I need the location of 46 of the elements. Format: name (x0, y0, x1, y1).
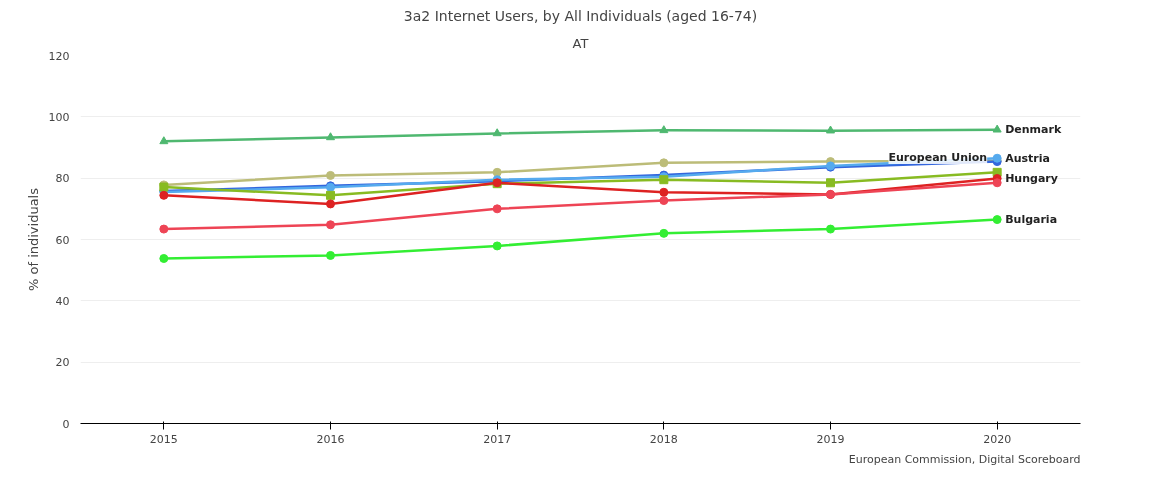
chart-title: 3a2 Internet Users, by All Individuals (aged 16-74) (403, 7, 758, 24)
point (326, 220, 335, 230)
x-tick-label: 2020 (983, 432, 1012, 446)
y-tick-label: 20 (55, 356, 70, 370)
x-tick-label: 2017 (483, 432, 512, 446)
point (326, 132, 335, 141)
x-tick-label: 2019 (816, 432, 845, 446)
point (159, 254, 169, 264)
series-label: Austria (1005, 151, 1050, 165)
x-tick-label: 2016 (316, 432, 345, 446)
point (492, 167, 502, 177)
point (826, 178, 835, 188)
point (826, 224, 835, 234)
series-label: Denmark (1005, 123, 1062, 137)
y-tick-label: 40 (55, 294, 70, 308)
point (659, 125, 669, 134)
x-tick-label: 2018 (649, 432, 678, 446)
y-tick-label: 80 (55, 172, 70, 186)
y-tick-label: 120 (48, 49, 70, 63)
series-label: Bulgaria (1005, 213, 1058, 227)
y-tick-label: 60 (55, 233, 70, 247)
point (826, 125, 835, 134)
point (992, 124, 1002, 133)
point (159, 136, 169, 145)
point (659, 196, 669, 206)
point (159, 224, 169, 234)
point (492, 128, 502, 137)
point (992, 215, 1002, 225)
point (659, 158, 669, 168)
point (326, 170, 335, 180)
point (659, 187, 669, 197)
point (492, 204, 502, 214)
series-label: European Union (888, 151, 988, 165)
y-axis-title: % of individuals (25, 187, 41, 291)
point (659, 228, 669, 238)
text: European Commission, Digital Scoreboard (848, 452, 1081, 466)
point (326, 250, 335, 260)
y-tick-label: 100 (48, 110, 70, 124)
point (326, 199, 335, 209)
point (326, 190, 335, 200)
chart-subtitle: AT (572, 35, 589, 51)
y-tick-label: 0 (62, 417, 70, 431)
point (992, 178, 1002, 188)
series-label: Hungary (1005, 171, 1058, 185)
point (492, 241, 502, 251)
x-tick-label: 2015 (149, 432, 178, 446)
